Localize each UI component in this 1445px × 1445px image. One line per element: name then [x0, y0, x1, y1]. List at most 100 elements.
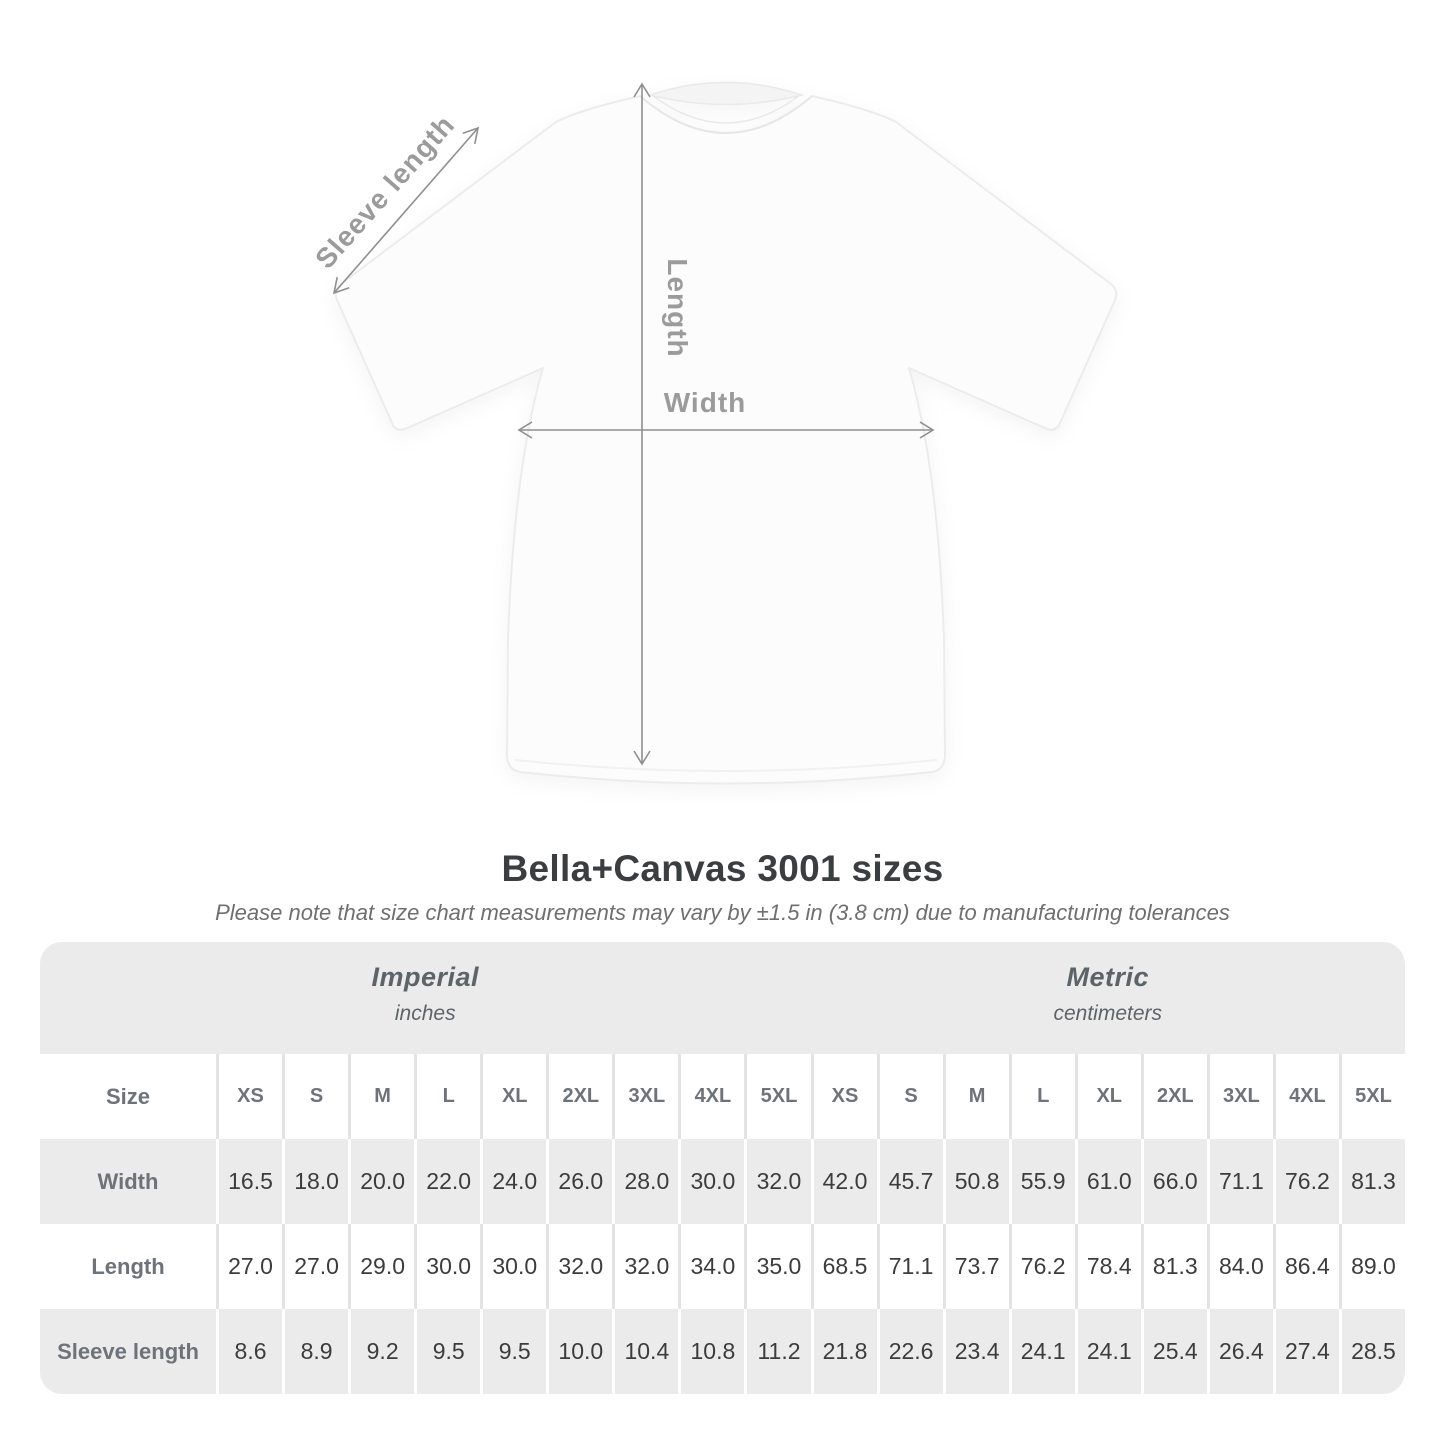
- measurement-cell: 24.1: [1074, 1309, 1141, 1394]
- size-table: Imperial inches Metric centimeters Size X…: [40, 942, 1405, 1394]
- size-col-header: XL: [1074, 1054, 1141, 1139]
- measurement-cell: 10.8: [678, 1309, 744, 1394]
- measurement-cell: 27.4: [1272, 1309, 1339, 1394]
- measurement-cell: 32.0: [744, 1139, 810, 1224]
- size-col-header: L: [414, 1054, 480, 1139]
- measurement-cell: 81.3: [1140, 1224, 1207, 1309]
- measurement-cell: 9.2: [348, 1309, 414, 1394]
- measurement-cell: 61.0: [1074, 1139, 1141, 1224]
- width-arrow: [517, 421, 935, 439]
- measurement-cell: 89.0: [1338, 1224, 1405, 1309]
- measurement-cell: 30.0: [678, 1139, 744, 1224]
- size-col-header: XL: [480, 1054, 546, 1139]
- collar-inner-seam: [651, 94, 801, 124]
- row-label: Width: [97, 1168, 159, 1194]
- measurement-cell: 30.0: [414, 1224, 480, 1309]
- measurement-cell: 28.0: [612, 1139, 678, 1224]
- measurement-cell: 71.1: [1206, 1139, 1273, 1224]
- page-title: Bella+Canvas 3001 sizes: [501, 848, 944, 889]
- length-label: Length: [662, 258, 693, 357]
- measurement-cell: 42.0: [810, 1139, 877, 1224]
- measurement-cell: 78.4: [1074, 1224, 1141, 1309]
- measurement-cell: 22.0: [414, 1139, 480, 1224]
- size-col-header: 5XL: [1338, 1054, 1405, 1139]
- size-row-label: Size: [105, 1083, 151, 1109]
- imperial-label: Imperial: [371, 962, 480, 992]
- size-col-header: 2XL: [1140, 1054, 1207, 1139]
- measurement-cell: 55.9: [1008, 1139, 1075, 1224]
- size-col-header: 3XL: [612, 1054, 678, 1139]
- sleeve-length-row: Sleeve length 8.6 8.9 9.2 9.5 9.5 10.0 10.4 10.8…: [40, 1309, 1405, 1394]
- hem-seam: [514, 759, 938, 772]
- measurement-cell: 20.0: [348, 1139, 414, 1224]
- measurement-cell: 23.4: [942, 1309, 1009, 1394]
- size-col-header: L: [1008, 1054, 1075, 1139]
- measurement-cell: 34.0: [678, 1224, 744, 1309]
- measurement-cell: 32.0: [546, 1224, 612, 1309]
- measurement-cell: 22.6: [876, 1309, 943, 1394]
- measurement-cell: 76.2: [1272, 1139, 1339, 1224]
- measurement-cell: 9.5: [414, 1309, 480, 1394]
- measurement-cell: 50.8: [942, 1139, 1009, 1224]
- measurement-cell: 84.0: [1206, 1224, 1273, 1309]
- tshirt-measurement-diagram: Sleeve length Length Width: [309, 81, 1118, 785]
- size-col-header: S: [876, 1054, 943, 1139]
- measurement-cell: 45.7: [876, 1139, 943, 1224]
- measurement-cell: 11.2: [744, 1309, 810, 1394]
- measurement-cell: 76.2: [1008, 1224, 1075, 1309]
- size-col-header: M: [348, 1054, 414, 1139]
- metric-sublabel: centimeters: [1053, 1002, 1163, 1025]
- row-label: Length: [91, 1253, 165, 1279]
- measurement-cell: 10.0: [546, 1309, 612, 1394]
- measurement-cell: 26.4: [1206, 1309, 1273, 1394]
- size-col-header: 5XL: [744, 1054, 810, 1139]
- measurement-cell: 29.0: [348, 1224, 414, 1309]
- measurement-cell: 28.5: [1338, 1309, 1405, 1394]
- measurement-cell: 21.8: [810, 1309, 877, 1394]
- measurement-cell: 24.0: [480, 1139, 546, 1224]
- size-col-header: M: [942, 1054, 1009, 1139]
- imperial-unit-header: Imperial inches: [40, 942, 811, 1054]
- measurement-cell: 35.0: [744, 1224, 810, 1309]
- measurement-cell: 24.1: [1008, 1309, 1075, 1394]
- measurement-cell: 26.0: [546, 1139, 612, 1224]
- measurement-cell: 27.0: [282, 1224, 348, 1309]
- metric-unit-header: Metric centimeters: [811, 942, 1406, 1054]
- measurement-cell: 30.0: [480, 1224, 546, 1309]
- measurement-cell: 68.5: [810, 1224, 877, 1309]
- size-col-header: 2XL: [546, 1054, 612, 1139]
- measurement-cell: 8.9: [282, 1309, 348, 1394]
- size-col-header: S: [282, 1054, 348, 1139]
- size-col-header: 4XL: [1272, 1054, 1339, 1139]
- measurement-cell: 66.0: [1140, 1139, 1207, 1224]
- width-label: Width: [664, 387, 747, 418]
- unit-header-band: Imperial inches Metric centimeters: [40, 942, 1405, 1054]
- measurement-cell: 27.0: [216, 1224, 282, 1309]
- width-row: Width 16.5 18.0 20.0 22.0 24.0 26.0 28.0 30.0 32.…: [40, 1139, 1405, 1224]
- measurement-cell: 71.1: [876, 1224, 943, 1309]
- size-col-header: XS: [216, 1054, 282, 1139]
- tolerance-note: Please note that size chart measurements…: [215, 900, 1230, 925]
- size-col-header: 3XL: [1206, 1054, 1273, 1139]
- size-col-header: XS: [810, 1054, 877, 1139]
- length-row: Length 27.0 27.0 29.0 30.0 30.0 32.0 32.0 34.0 35…: [40, 1224, 1405, 1309]
- measurement-cell: 9.5: [480, 1309, 546, 1394]
- measurement-cell: 81.3: [1338, 1139, 1405, 1224]
- measurement-cell: 86.4: [1272, 1224, 1339, 1309]
- measurement-cell: 73.7: [942, 1224, 1009, 1309]
- measurement-cell: 25.4: [1140, 1309, 1207, 1394]
- measurement-cell: 8.6: [216, 1309, 282, 1394]
- measurement-cell: 16.5: [216, 1139, 282, 1224]
- metric-label: Metric: [1066, 962, 1150, 992]
- size-header-row: Size XS S M L XL 2XL 3XL 4XL 5XL XS S M L XL 2XL 3XL 4XL 5…: [40, 1054, 1405, 1139]
- row-label: Sleeve length: [57, 1338, 199, 1364]
- measurement-cell: 10.4: [612, 1309, 678, 1394]
- measurement-cell: 18.0: [282, 1139, 348, 1224]
- collar-back: [647, 81, 805, 106]
- measurement-cell: 32.0: [612, 1224, 678, 1309]
- tshirt-illustration: [334, 81, 1118, 785]
- size-col-header: 4XL: [678, 1054, 744, 1139]
- imperial-sublabel: inches: [394, 1002, 456, 1025]
- length-arrow: [633, 82, 651, 766]
- sleeve-length-arrow: [332, 126, 480, 295]
